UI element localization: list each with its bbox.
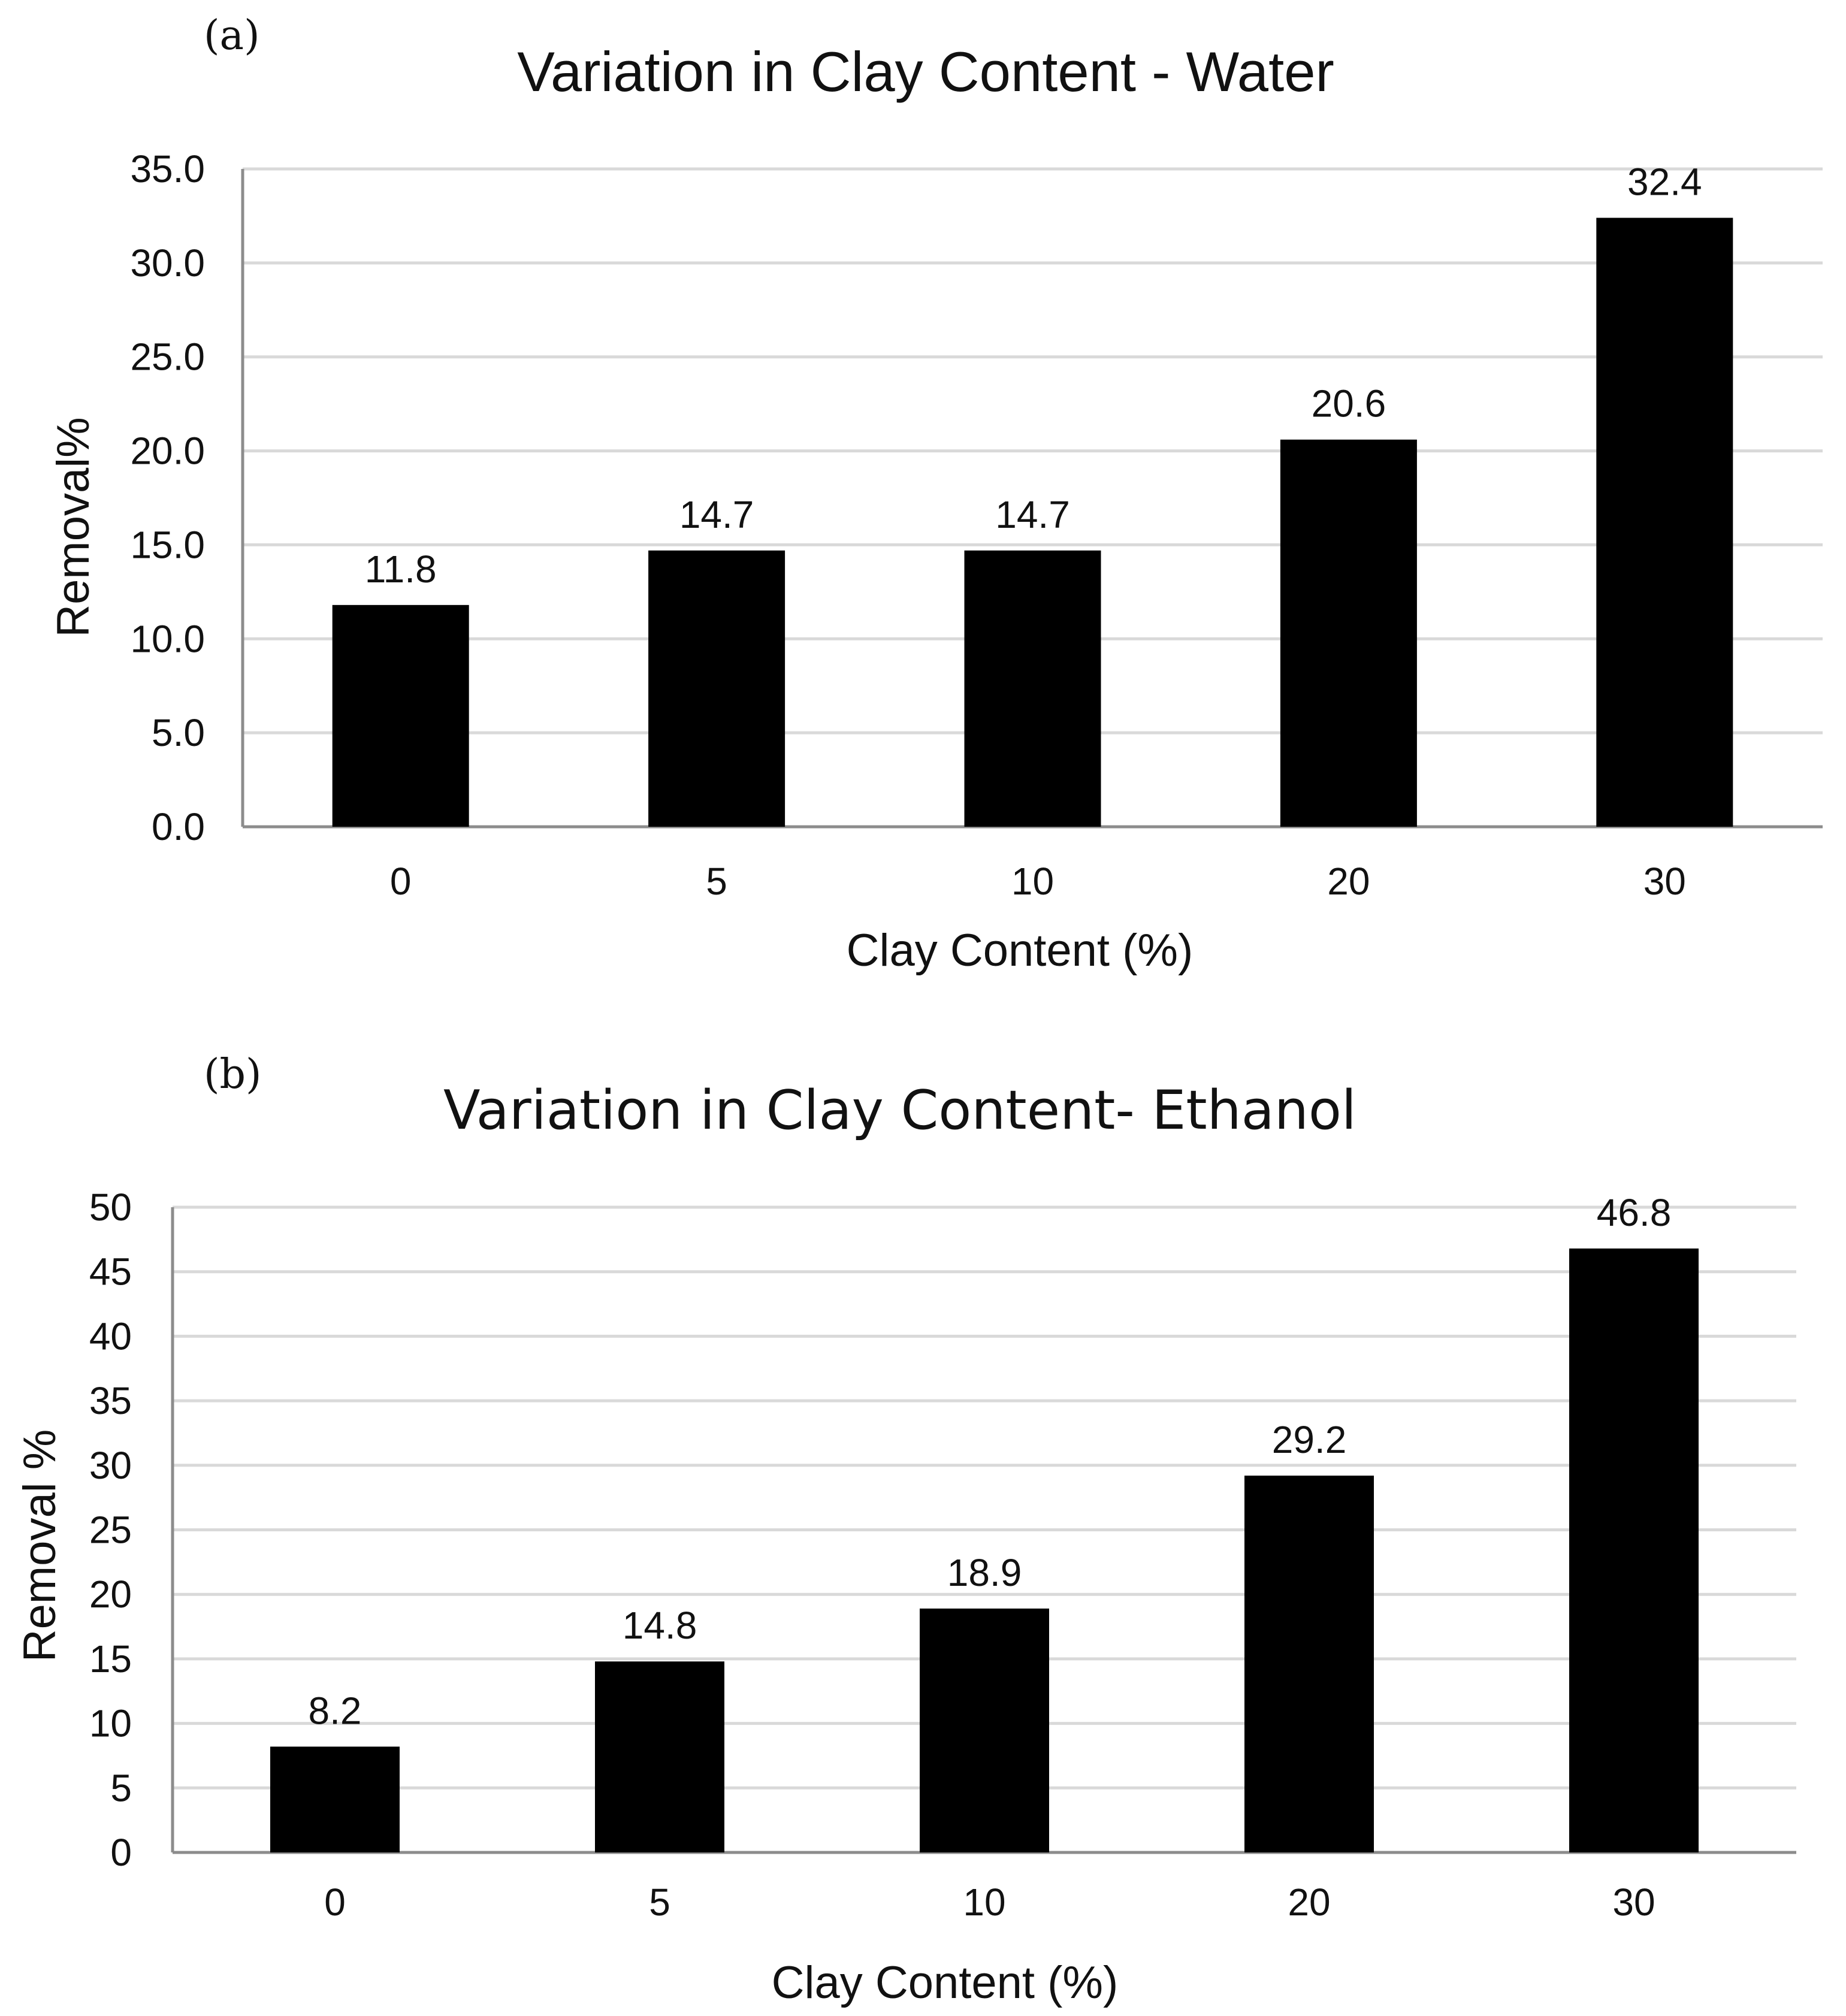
data-label: 14.7 [995,493,1070,536]
y-tick-label: 20 [89,1573,132,1616]
data-label: 14.8 [623,1604,697,1647]
y-tick-label: 50 [89,1186,132,1229]
panel-label: (a) [204,12,260,59]
x-axis-title: Clay Content (%) [772,1957,1119,2008]
bar [270,1746,400,1852]
bar [920,1608,1049,1852]
y-tick-label: 0 [110,1831,132,1874]
bar [595,1661,724,1852]
data-label: 8.2 [309,1689,362,1732]
y-tick-label: 10 [89,1702,132,1745]
bar [648,550,785,827]
y-tick-label: 5 [110,1766,132,1809]
data-label: 20.6 [1312,382,1386,425]
y-tick-label: 45 [89,1250,132,1293]
data-label: 29.2 [1272,1418,1347,1461]
y-tick-label: 40 [89,1314,132,1358]
bar [332,605,469,827]
x-tick-label: 0 [324,1881,346,1924]
y-tick-label: 5.0 [152,711,205,754]
y-tick-label: 25 [89,1509,132,1552]
bar [1596,217,1733,827]
x-tick-label: 5 [706,860,727,903]
data-label: 46.8 [1597,1191,1672,1234]
data-label: 32.4 [1627,161,1702,204]
chart-title: Variation in Clay Content- Ethanol [443,1079,1356,1142]
y-tick-label: 35 [89,1379,132,1422]
bar [1244,1476,1374,1852]
x-tick-label: 10 [963,1881,1005,1924]
y-tick-label: 25.0 [130,336,205,379]
y-tick-label: 0.0 [152,805,205,848]
data-label: 14.7 [679,493,754,536]
y-tick-label: 15.0 [130,523,205,566]
x-axis-title: Clay Content (%) [847,925,1194,976]
bar [1280,439,1417,827]
chart-panel-ethanol: (b) Variation in Clay Content- Ethanol 8… [14,1051,1796,2008]
y-tick-label: 30.0 [130,241,205,285]
chart-title: Variation in Clay Content - Water [517,40,1334,103]
y-tick-label: 35.0 [130,147,205,191]
y-tick-label: 30 [89,1444,132,1487]
x-tick-label: 20 [1327,860,1370,903]
x-tick-label: 30 [1643,860,1686,903]
panel-label: (b) [204,1051,262,1098]
data-label: 18.9 [947,1551,1022,1594]
x-tick-label: 30 [1612,1881,1655,1924]
x-tick-label: 0 [390,860,412,903]
y-tick-label: 20.0 [130,430,205,473]
bar [964,550,1101,827]
y-axis-title: Removal % [14,1429,65,1663]
chart-panel-water: (a) Variation in Clay Content - Water 11… [48,12,1823,976]
data-label: 11.8 [365,548,437,591]
y-tick-label: 15 [89,1637,132,1680]
x-tick-label: 20 [1288,1881,1330,1924]
x-tick-label: 10 [1011,860,1054,903]
bar [1569,1248,1699,1852]
y-axis-title: Removal% [48,417,99,637]
x-tick-label: 5 [649,1881,670,1924]
y-tick-label: 10.0 [130,617,205,660]
